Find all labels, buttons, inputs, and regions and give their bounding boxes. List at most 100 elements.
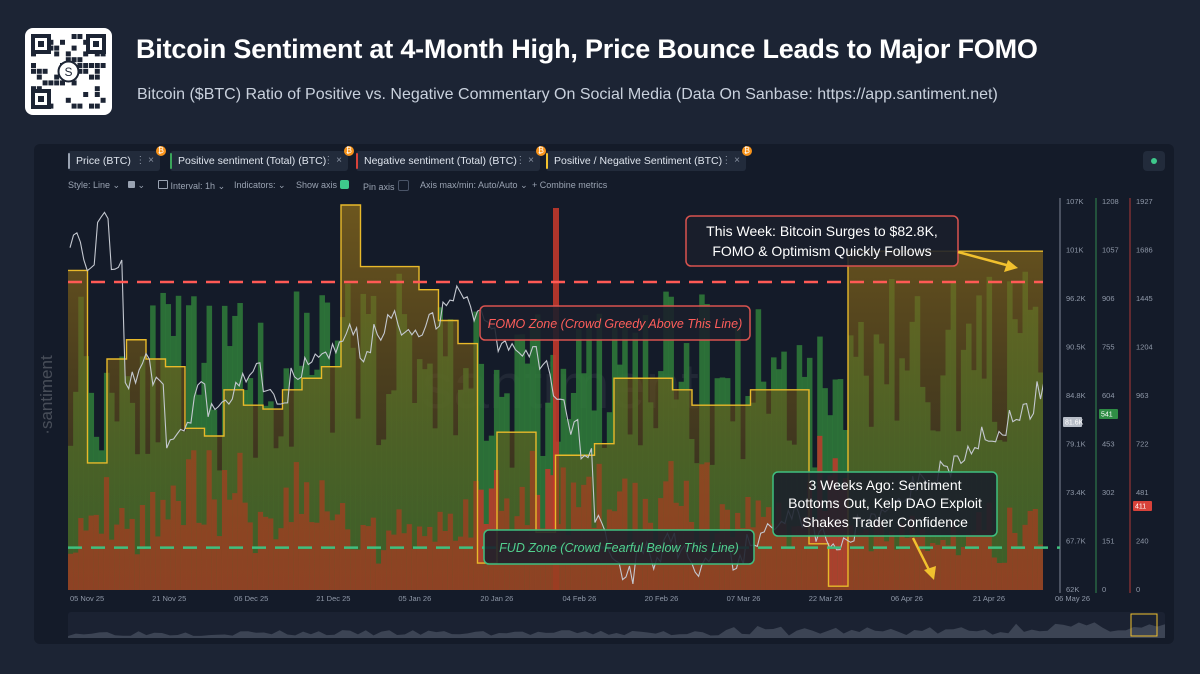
tab-controls-icon[interactable]: ⋮ × [135, 155, 154, 166]
x-tick-label: 20 Jan 26 [480, 594, 513, 603]
current-value-badge [1099, 409, 1118, 419]
axis-tick-label: 96.2K [1066, 294, 1086, 303]
x-tick-label: 22 Mar 26 [809, 594, 843, 603]
fomo-zone-callout [479, 305, 751, 341]
tab-negative-sentiment[interactable]: Negative sentiment (Total) (BTC) ⋮ × ₿ [356, 146, 546, 171]
weeks-ago-line-2: Bottoms Out, Kelp DAO Exploit [788, 495, 982, 511]
qr-cell [48, 80, 54, 86]
tab-label: Negative sentiment (Total) (BTC) [364, 155, 517, 167]
axis-tick-label: 755 [1102, 343, 1115, 352]
axis-tick-label: 62K [1066, 585, 1079, 594]
axis-tick-label: 73.4K [1066, 488, 1086, 497]
arrow-line [911, 537, 932, 573]
pin-axis-label: Pin axis [363, 182, 395, 192]
qr-cell [89, 103, 94, 109]
chevron-down-icon: ⌄ [112, 180, 121, 190]
current-value-badge [1133, 501, 1152, 511]
qr-cell [65, 97, 71, 103]
axis-minmax-select[interactable]: Axis max/min: Auto/Auto ⌄ [420, 180, 528, 191]
combine-metrics-button[interactable]: + Combine metrics [532, 180, 608, 190]
qr-cell [71, 45, 77, 51]
arrow-head-icon [924, 566, 936, 580]
bitcoin-icon: ₿ [536, 146, 546, 156]
axis-tick-label: 1686 [1136, 246, 1153, 255]
bitcoin-icon: ₿ [156, 146, 166, 156]
this-week-callout [685, 215, 959, 267]
checkbox-icon[interactable] [397, 180, 409, 191]
positive-sentiment-bar [540, 455, 546, 590]
tab-positive-sentiment[interactable]: Positive sentiment (Total) (BTC) ⋮ × ₿ [170, 146, 354, 171]
live-dot-icon [1151, 158, 1157, 164]
axis-tick-label: 151 [1102, 537, 1115, 546]
show-axis-toggle[interactable]: Show axis [296, 180, 350, 190]
indicators-label: Indicators: [234, 180, 276, 190]
color-swatch-icon [128, 181, 135, 188]
fud-zone-label: FUD Zone (Crowd Fearful Below This Line) [499, 541, 739, 555]
positive-sentiment-bar [483, 440, 490, 590]
axis-tick-label: 0 [1102, 585, 1106, 594]
this-week-line-2: FOMO & Optimism Quickly Follows [712, 243, 931, 259]
x-tick-label: 07 Mar 26 [727, 594, 761, 603]
live-toggle-button[interactable] [1143, 151, 1165, 171]
navigator-handle [1130, 613, 1158, 637]
tab-controls-icon[interactable]: ⋮ × [721, 155, 740, 166]
weeks-ago-line-3: Shakes Trader Confidence [802, 514, 968, 530]
chevron-down-icon: ⌄ [520, 180, 528, 190]
current-value-label: 541 [1101, 412, 1113, 419]
axis-tick-label: 1057 [1102, 246, 1119, 255]
axis-tick-label: 0 [1136, 585, 1140, 594]
axis-tick-label: 79.1K [1066, 440, 1086, 449]
axis-tick-label: 604 [1102, 391, 1115, 400]
this-week-line-1: This Week: Bitcoin Surges to $82.8K, [706, 223, 938, 239]
tab-price[interactable]: Price (BTC) ⋮ × ₿ [68, 146, 166, 171]
axis-tick-label: 101K [1066, 246, 1084, 255]
positive-sentiment-bar [534, 314, 541, 590]
indicators-select[interactable]: Indicators: ⌄ [234, 180, 286, 191]
tab-color-bar [68, 153, 70, 169]
axis-tick-label: 90.5K [1066, 343, 1086, 352]
qr-cell [94, 74, 100, 80]
qr-cell [54, 74, 60, 80]
qr-cell [89, 63, 94, 68]
axis-tick-label: 84.8K [1066, 391, 1086, 400]
x-tick-label: 04 Feb 26 [563, 594, 597, 603]
qr-cell [31, 86, 36, 92]
color-select[interactable]: ⌄ [128, 180, 145, 191]
bitcoin-icon: ₿ [742, 146, 752, 156]
x-tick-label: 21 Dec 25 [316, 594, 350, 603]
qr-cell [100, 63, 106, 68]
qr-cell [77, 68, 83, 74]
qr-cell [31, 63, 36, 68]
axis-tick-label: 107K [1066, 197, 1084, 206]
axis-tick-label: 453 [1102, 440, 1115, 449]
calendar-icon [158, 180, 168, 189]
page-title: Bitcoin Sentiment at 4-Month High, Price… [136, 34, 1038, 64]
qr-cell [77, 63, 83, 68]
axis-tick-label: 1204 [1136, 343, 1153, 352]
interval-select[interactable]: Interval: 1h ⌄ [158, 180, 225, 192]
negative-sentiment-bar [837, 489, 844, 590]
axis-tick-label: 906 [1102, 294, 1115, 303]
qr-cell [42, 68, 48, 74]
x-tick-label: 21 Nov 25 [152, 594, 186, 603]
tab-ratio-sentiment[interactable]: Positive / Negative Sentiment (BTC) ⋮ × … [546, 146, 752, 171]
chevron-down-icon: ⌄ [137, 180, 146, 190]
tab-controls-icon[interactable]: ⋮ × [515, 155, 534, 166]
tab-label: Price (BTC) [76, 155, 131, 167]
fomo-zone-label: FOMO Zone (Crowd Greedy Above This Line) [488, 317, 743, 331]
tab-controls-icon[interactable]: ⋮ × [323, 155, 342, 166]
qr-cell [94, 68, 100, 74]
x-tick-label: 21 Apr 26 [973, 594, 1005, 603]
style-label: Style: Line [68, 180, 111, 190]
x-tick-label: 06 Dec 25 [234, 594, 268, 603]
ratio-line [68, 204, 1043, 587]
style-select[interactable]: Style: Line ⌄ [68, 180, 120, 191]
side-watermark: ·santiment [37, 355, 56, 435]
current-value-label: 411 [1135, 504, 1146, 511]
axis-tick-label: 963 [1136, 391, 1149, 400]
qr-cell [60, 80, 65, 86]
pin-axis-toggle[interactable]: Pin axis [363, 180, 409, 192]
tab-color-bar [546, 153, 548, 169]
checkbox-checked-icon[interactable] [340, 180, 350, 189]
